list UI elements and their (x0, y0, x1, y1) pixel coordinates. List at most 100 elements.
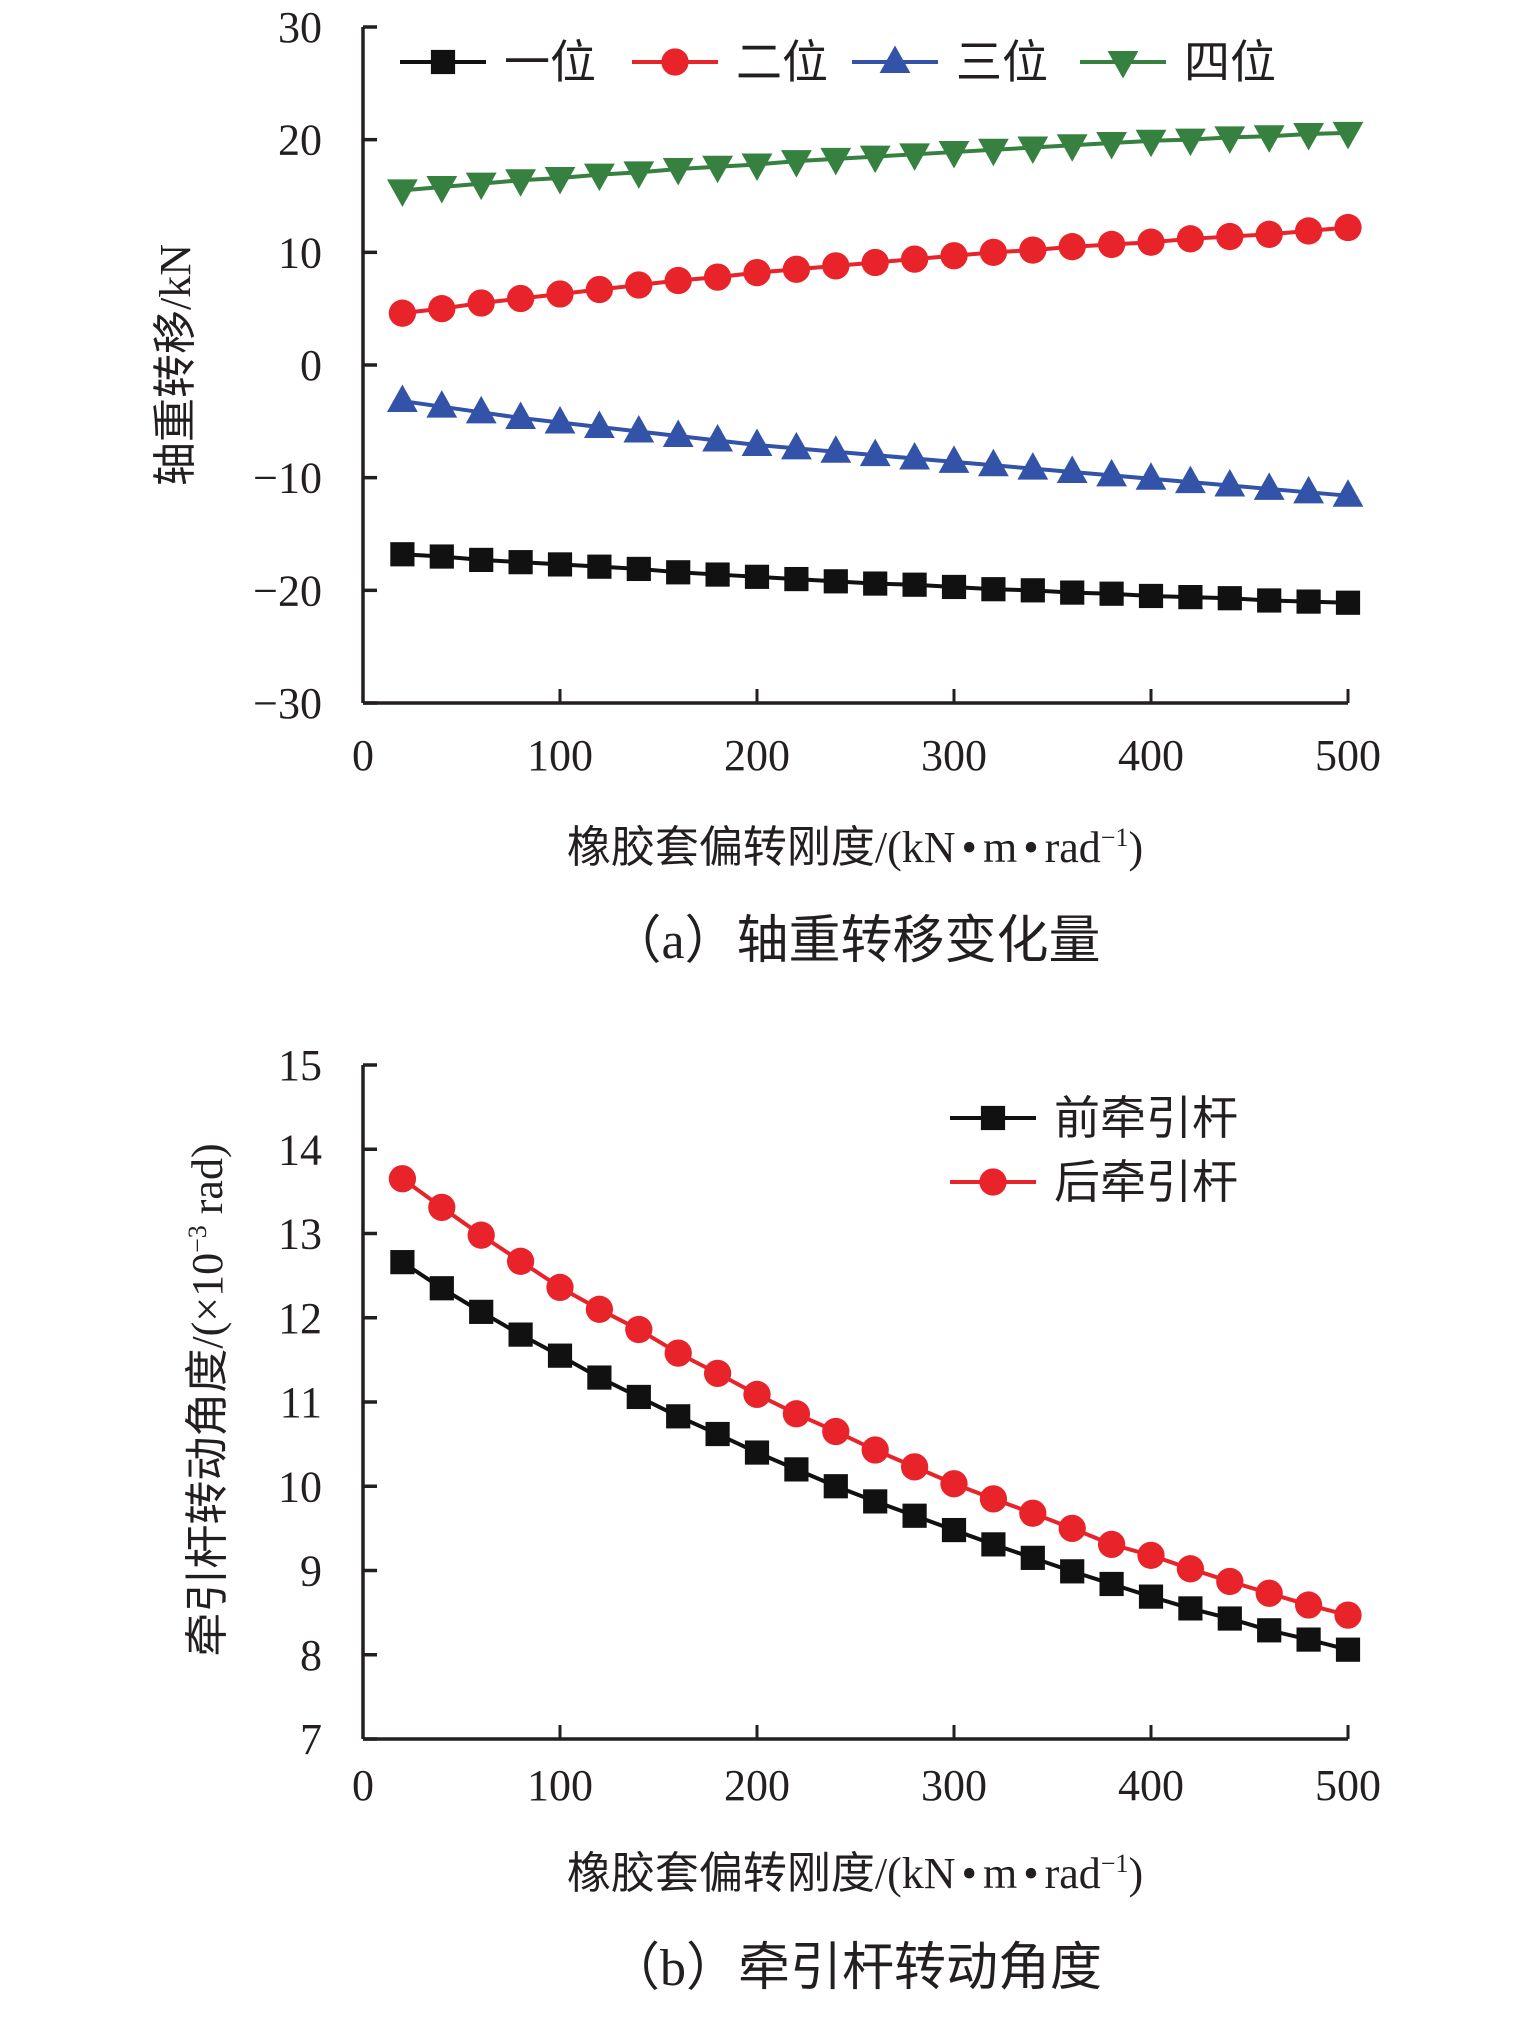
data-point (938, 141, 970, 169)
data-point (1216, 222, 1244, 251)
data-point (547, 552, 573, 577)
y-tick-label: 14 (278, 1125, 322, 1174)
data-point (702, 155, 733, 184)
data-point (902, 1503, 927, 1528)
legend-item: 二位 (632, 37, 828, 88)
data-point (1255, 1579, 1283, 1607)
data-point (546, 280, 574, 308)
data-point (1020, 578, 1045, 603)
data-point (900, 1453, 929, 1481)
data-point (741, 428, 773, 456)
data-point (781, 431, 812, 460)
data-point (1332, 479, 1364, 507)
data-point (585, 1295, 614, 1323)
y-tick-label: 7 (300, 1715, 322, 1764)
data-point (1138, 583, 1164, 609)
data-point (1056, 134, 1088, 162)
x-tick-label: 500 (1315, 1761, 1381, 1810)
data-point (1175, 465, 1206, 494)
legend-marker (980, 1105, 1006, 1131)
data-point (626, 556, 651, 582)
data-point (666, 1404, 691, 1429)
data-point (702, 423, 733, 452)
data-point (743, 258, 771, 287)
data-point (782, 255, 811, 283)
legend-marker (879, 45, 911, 73)
data-point (505, 169, 536, 197)
data-point (1332, 121, 1364, 150)
data-point (1334, 213, 1362, 242)
data-point (544, 166, 576, 195)
data-point (1176, 225, 1205, 253)
data-point (505, 401, 536, 429)
chart-b-plot-area (388, 1165, 1362, 1662)
data-point (822, 252, 850, 280)
y-tick-label: 13 (278, 1210, 322, 1259)
data-point (547, 1343, 573, 1368)
legend-label: 一位 (504, 37, 596, 88)
x-tick-label: 300 (921, 1761, 987, 1810)
data-point (428, 295, 456, 323)
data-point (623, 414, 655, 443)
data-point (426, 175, 458, 204)
x-tick-label: 400 (1118, 731, 1184, 780)
x-tick-label: 100 (527, 1761, 593, 1810)
data-point (508, 550, 533, 575)
data-point (1096, 458, 1127, 487)
data-point (859, 145, 891, 174)
series-2 (388, 1165, 1362, 1629)
data-point (429, 1276, 454, 1301)
data-point (467, 289, 495, 317)
data-point (978, 448, 1009, 477)
chart-a-y-axis-title: 轴重转移/kN (151, 244, 200, 486)
data-point (705, 562, 730, 587)
data-point (1335, 1637, 1361, 1662)
data-point (1097, 230, 1126, 259)
data-point (941, 1517, 967, 1543)
data-point (544, 405, 576, 434)
y-tick-label: −30 (253, 679, 322, 728)
data-point (1294, 217, 1323, 245)
data-point (1060, 1559, 1085, 1584)
data-point (863, 571, 888, 596)
data-point (1296, 1627, 1321, 1652)
x-tick-label: 200 (724, 1761, 790, 1810)
data-point (703, 1359, 732, 1387)
legend-label: 三位 (956, 37, 1048, 88)
series-line (401, 1177, 1349, 1618)
data-point (465, 395, 497, 424)
x-tick-label: 0 (352, 1761, 374, 1810)
chart-b-y-axis-title: 牵引杆转动角度/(×10−3 rad) (183, 1143, 232, 1656)
legend-marker (1107, 51, 1139, 79)
chart-a-caption: （a）轴重转移变化量 (609, 913, 1100, 970)
data-point (1296, 589, 1321, 614)
data-point (1058, 1514, 1086, 1543)
data-point (863, 1489, 888, 1514)
y-tick-label: −10 (253, 454, 322, 503)
data-point (587, 1365, 612, 1390)
data-point (743, 1380, 771, 1409)
chart-b-axes: 15 14 13 12 11 10 9 8 70 100 200 300 400 500 (278, 1041, 1381, 1810)
data-point (1099, 1571, 1124, 1597)
data-point (705, 1421, 730, 1447)
data-point (584, 410, 615, 438)
x-tick-label: 400 (1118, 1761, 1184, 1810)
data-point (426, 390, 458, 418)
legend-item: 四位 (1080, 37, 1276, 88)
data-point (940, 1470, 968, 1498)
data-point (429, 544, 454, 569)
data-point (1135, 462, 1167, 490)
y-tick-label: 10 (278, 228, 322, 277)
data-point (388, 299, 417, 327)
data-point (1253, 125, 1285, 153)
data-point (1176, 1555, 1205, 1583)
data-point (469, 547, 494, 573)
data-point (623, 161, 655, 189)
y-tick-label: 8 (300, 1631, 322, 1680)
data-point (584, 163, 615, 192)
data-point (1019, 236, 1047, 264)
data-point (1253, 472, 1285, 500)
data-point (626, 1384, 651, 1410)
